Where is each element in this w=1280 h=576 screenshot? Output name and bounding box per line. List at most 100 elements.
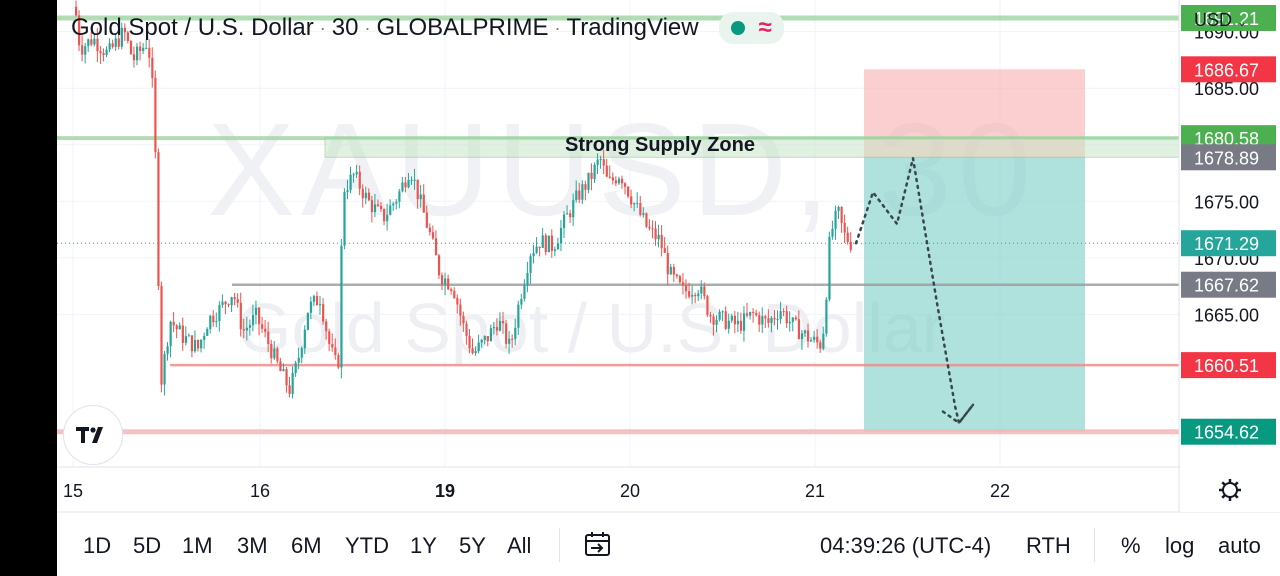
candle-body-61	[261, 324, 264, 329]
range-3m[interactable]: 3M	[237, 533, 268, 558]
candle-body-50	[227, 304, 230, 306]
candle-body-86	[337, 355, 340, 368]
candle-body-187	[645, 213, 648, 227]
goto-date-icon[interactable]	[583, 529, 613, 565]
candle-body-246	[825, 299, 828, 334]
candle-body-82	[325, 321, 328, 332]
candle-body-66	[276, 348, 279, 362]
candle-body-7	[96, 38, 99, 52]
candle-body-65	[273, 348, 276, 359]
symbol-title[interactable]: Gold Spot / U.S. Dollar	[71, 14, 314, 41]
price-label-0: 1691.21	[1194, 9, 1259, 29]
candle-body-241	[810, 340, 813, 342]
candle-body-42	[203, 335, 206, 340]
price-label-bg-6	[1181, 352, 1276, 379]
candle-body-41	[200, 339, 203, 349]
candle-body-238	[800, 333, 804, 340]
candle-body-90	[349, 174, 352, 191]
range-1y[interactable]: 1Y	[410, 533, 437, 558]
range-6m[interactable]: 6M	[291, 533, 322, 558]
candle-body-153	[541, 235, 544, 248]
candle-body-120	[441, 275, 444, 285]
candle-body-170	[593, 164, 596, 180]
candle-body-198	[678, 276, 682, 283]
candle-body-77	[309, 301, 313, 313]
range-all[interactable]: All	[507, 533, 532, 558]
candle-body-137	[492, 327, 496, 329]
x-tick-label-3: 20	[620, 481, 640, 501]
candle-body-239	[803, 330, 807, 334]
candle-body-213	[724, 311, 727, 329]
candle-body-249	[834, 210, 837, 229]
candle-body-36	[184, 336, 187, 343]
auto-toggle[interactable]: auto	[1218, 533, 1261, 558]
y-tick-label-1: 1685.00	[1194, 79, 1259, 99]
market-status-pill[interactable]: ≈	[718, 12, 784, 44]
candle-body-216	[733, 315, 736, 325]
candle-body-124	[453, 290, 456, 298]
candle-body-131	[474, 351, 477, 354]
candle-body-149	[529, 256, 532, 273]
candle-body-139	[498, 320, 502, 331]
candle-body-192	[660, 234, 663, 249]
candle-body-55	[242, 329, 245, 331]
candle-body-130	[471, 348, 474, 354]
price-label-bg-4	[1181, 230, 1276, 257]
price-label-5: 1667.62	[1194, 276, 1259, 296]
interval-label[interactable]: 30	[331, 14, 359, 41]
range-5y[interactable]: 5Y	[459, 533, 486, 558]
price-label-4: 1671.29	[1194, 234, 1259, 254]
candle-body-60	[258, 307, 261, 325]
log-toggle[interactable]: log	[1165, 533, 1195, 558]
candle-body-8	[99, 51, 102, 54]
candle-body-228	[770, 318, 773, 323]
candle-body-34	[178, 325, 181, 330]
percent-toggle[interactable]: %	[1121, 533, 1141, 558]
range-5d[interactable]: 5D	[133, 533, 162, 558]
currency-label: USD	[1194, 10, 1233, 30]
session-rth[interactable]: RTH	[1026, 533, 1071, 558]
candle-body-181	[627, 186, 630, 197]
candle-body-54	[239, 302, 242, 330]
currency-selector[interactable]: USD ⌄	[1194, 10, 1247, 31]
candle-body-118	[434, 238, 438, 256]
tradingview-logo[interactable]	[63, 405, 123, 465]
price-label-6: 1660.51	[1194, 356, 1259, 376]
range-1m[interactable]: 1M	[182, 533, 213, 558]
candle-body-151	[535, 246, 538, 253]
candle-body-4	[87, 39, 90, 47]
candle-body-243	[816, 336, 819, 343]
candle-body-158	[556, 243, 560, 250]
candle-body-88	[343, 192, 346, 246]
candle-body-219	[742, 313, 746, 331]
candle-body-247	[828, 236, 831, 300]
candle-body-69	[285, 369, 288, 386]
price-label-bg-3	[1181, 144, 1276, 171]
candle-body-11	[108, 43, 111, 50]
x-tick-label-5: 22	[990, 481, 1010, 501]
candle-body-127	[462, 315, 465, 324]
source-label: TradingView	[566, 14, 699, 41]
candle-body-33	[175, 325, 178, 330]
candle-body-75	[303, 329, 306, 349]
settings-gear-icon[interactable]	[1219, 479, 1241, 501]
x-tick-label-2: 19	[435, 481, 455, 501]
candle-body-252	[843, 222, 846, 233]
price-label-bg-7	[1181, 418, 1276, 445]
candle-body-117	[431, 232, 435, 239]
range-1d[interactable]: 1D	[83, 533, 112, 558]
x-tick-label-1: 16	[250, 481, 270, 501]
candle-body-1	[78, 15, 81, 46]
range-ytd[interactable]: YTD	[345, 533, 389, 558]
candle-body-23	[145, 47, 148, 49]
candle-body-191	[657, 234, 660, 240]
candle-body-165	[578, 190, 581, 200]
candle-body-141	[505, 323, 508, 344]
candle-body-96	[367, 192, 370, 201]
candle-body-185	[639, 203, 642, 215]
candle-body-78	[312, 295, 316, 302]
clock-time[interactable]: 04:39:26 (UTC-4)	[820, 533, 992, 558]
candle-body-13	[114, 38, 117, 47]
candle-body-20	[136, 46, 139, 61]
